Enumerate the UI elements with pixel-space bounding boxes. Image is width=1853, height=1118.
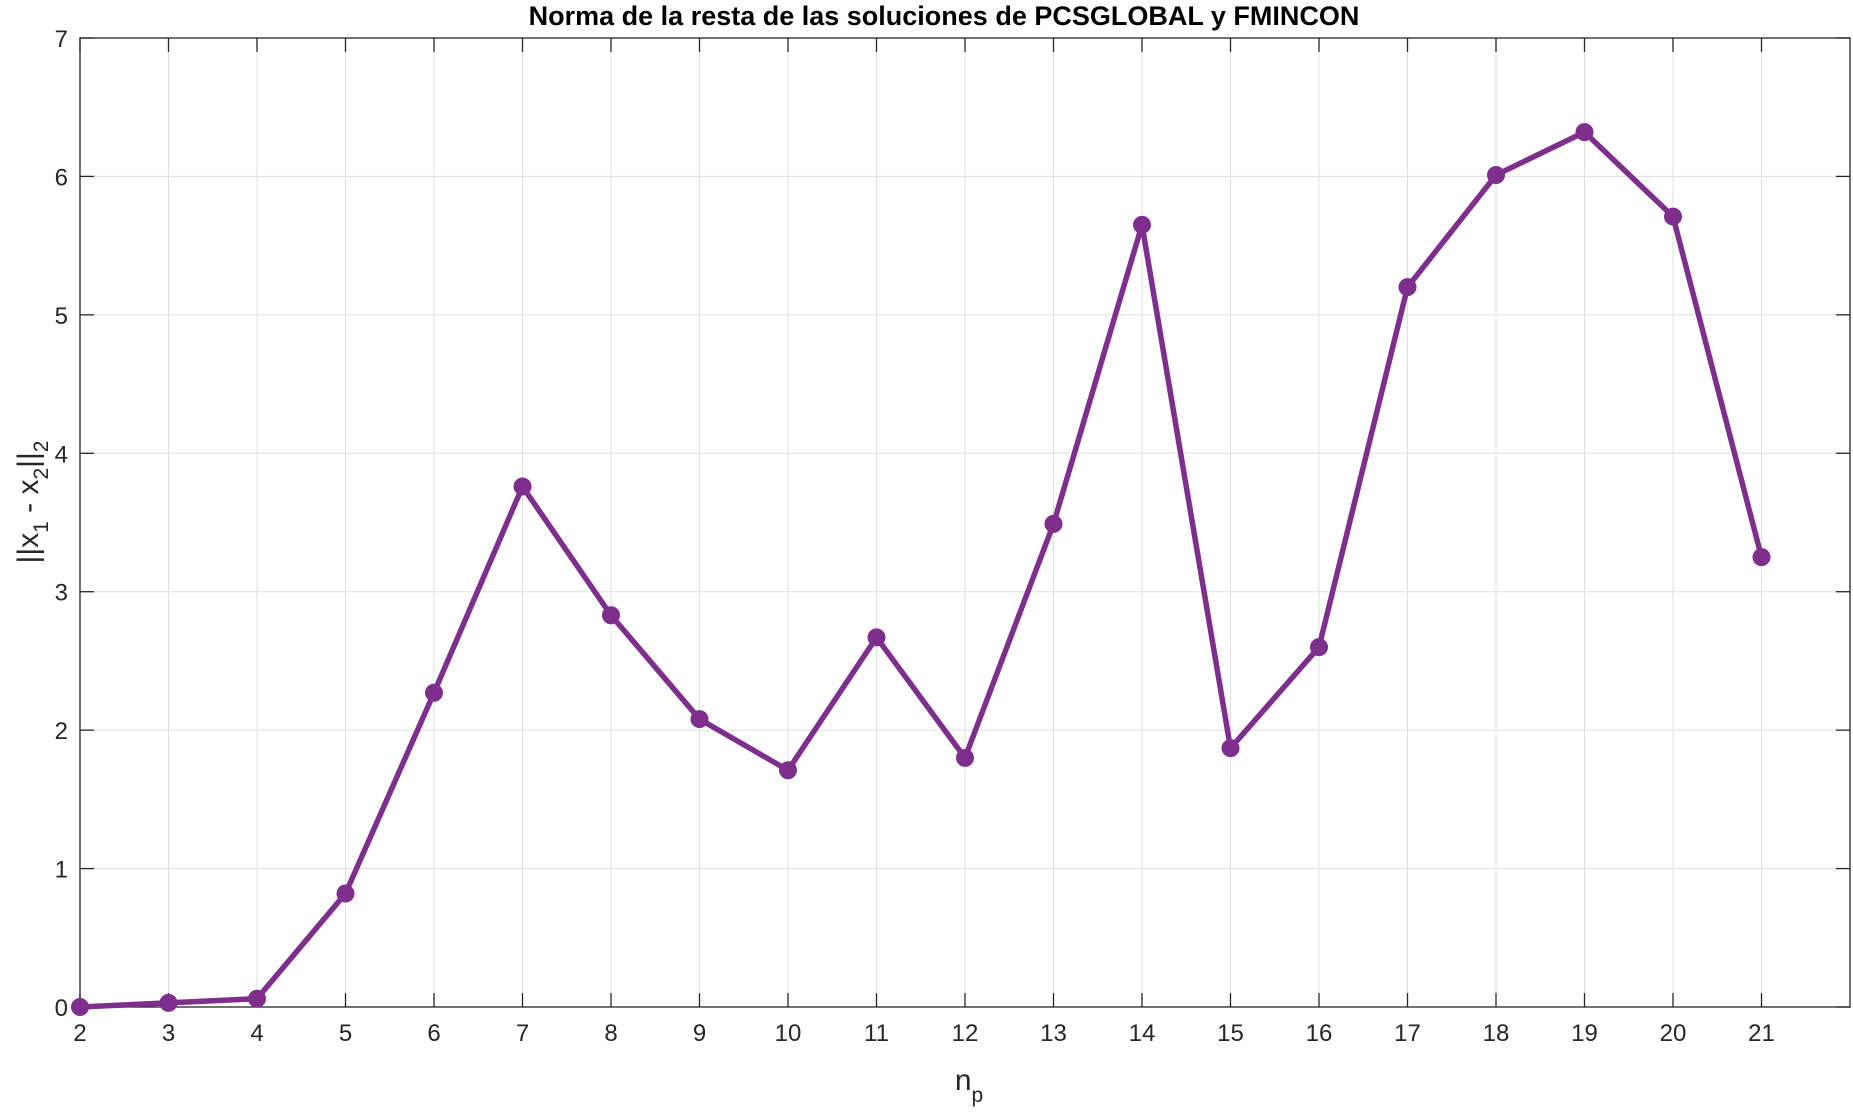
data-point bbox=[1133, 215, 1151, 234]
y-tick-label: 1 bbox=[55, 857, 68, 884]
x-tick-label: 4 bbox=[250, 1020, 263, 1047]
x-tick-label: 5 bbox=[339, 1020, 352, 1047]
data-point bbox=[867, 628, 886, 647]
x-tick-label: 13 bbox=[1040, 1020, 1067, 1047]
data-point bbox=[1487, 166, 1505, 185]
y-tick-label: 4 bbox=[55, 441, 68, 468]
data-point bbox=[336, 884, 355, 903]
data-point bbox=[1752, 548, 1771, 567]
series-line bbox=[77, 129, 1765, 1010]
data-point bbox=[779, 761, 797, 780]
x-tick-label: 14 bbox=[1129, 1020, 1156, 1047]
data-point bbox=[71, 998, 89, 1016]
data-point bbox=[1044, 514, 1063, 533]
data-point bbox=[1575, 123, 1594, 142]
x-tick-label: 17 bbox=[1394, 1020, 1421, 1047]
y-tick-label: 2 bbox=[55, 718, 68, 745]
y-tick-label: 7 bbox=[55, 26, 68, 53]
data-point bbox=[248, 989, 266, 1008]
data-point bbox=[425, 683, 443, 702]
x-tick-label: 15 bbox=[1217, 1020, 1244, 1047]
data-point bbox=[1398, 278, 1417, 297]
data-point bbox=[1221, 739, 1240, 758]
x-tick-label: 19 bbox=[1571, 1020, 1598, 1047]
x-tick-label: 16 bbox=[1306, 1020, 1333, 1047]
grid bbox=[79, 37, 1850, 1008]
data-point bbox=[159, 993, 178, 1012]
x-tick-label: 10 bbox=[775, 1020, 802, 1047]
x-tick-label: 2 bbox=[73, 1020, 86, 1047]
y-axis-label: ||x1 - x2||2 bbox=[12, 441, 53, 564]
chart-title: Norma de la resta de las soluciones de P… bbox=[529, 1, 1360, 31]
data-point bbox=[1664, 207, 1682, 226]
y-tick-label: 3 bbox=[55, 580, 68, 607]
x-tick-label: 20 bbox=[1660, 1020, 1687, 1047]
x-axis-label: np bbox=[955, 1064, 983, 1107]
x-tick-label: 18 bbox=[1483, 1020, 1510, 1047]
data-point bbox=[956, 748, 974, 767]
y-tick-label: 5 bbox=[55, 303, 68, 330]
y-axis-label-subscript: 2 bbox=[30, 441, 53, 453]
data-point bbox=[1310, 638, 1328, 657]
y-axis-label-part: - x bbox=[12, 480, 45, 522]
x-tick-label: 3 bbox=[162, 1020, 175, 1047]
y-axis-label-subscript: 2 bbox=[30, 468, 53, 480]
x-tick-label: 11 bbox=[864, 1020, 889, 1047]
data-point bbox=[513, 477, 532, 496]
data-point bbox=[690, 710, 709, 729]
x-axis-label-main: n bbox=[955, 1064, 972, 1097]
y-tick-label: 0 bbox=[55, 995, 68, 1022]
series bbox=[71, 123, 1771, 1016]
y-axis-label-subscript: 1 bbox=[30, 521, 53, 533]
y-tick-label: 6 bbox=[55, 164, 68, 191]
x-tick-label: 6 bbox=[427, 1020, 440, 1047]
y-axis-label-part: || bbox=[12, 452, 45, 468]
x-axis-label-subscript: p bbox=[972, 1084, 984, 1107]
x-tick-label: 21 bbox=[1748, 1020, 1775, 1047]
x-tick-label: 9 bbox=[693, 1020, 706, 1047]
x-tick-label: 7 bbox=[516, 1020, 529, 1047]
x-tick-label: 8 bbox=[604, 1020, 617, 1047]
axes bbox=[79, 37, 1851, 1008]
data-point bbox=[602, 606, 620, 625]
y-axis-label-part: ||x bbox=[12, 533, 45, 564]
x-tick-label: 12 bbox=[952, 1020, 979, 1047]
